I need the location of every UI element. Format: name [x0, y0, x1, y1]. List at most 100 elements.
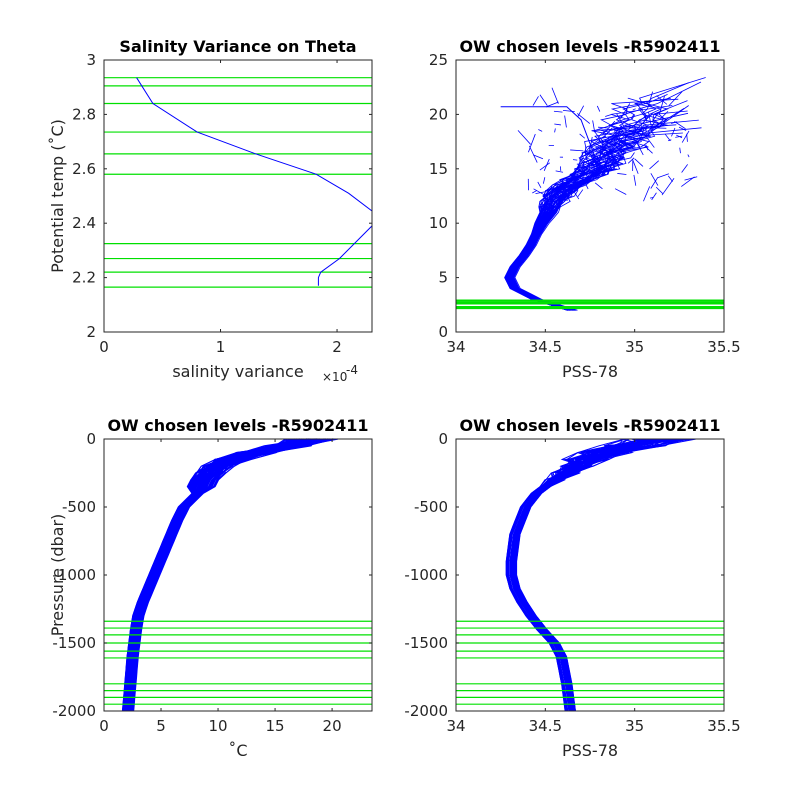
- profile-line: [511, 95, 666, 311]
- profile-segment: [564, 115, 567, 128]
- profile-line: [513, 438, 647, 712]
- profile-segment: [591, 153, 597, 168]
- profile-segment: [678, 126, 687, 131]
- y-tick-label: -500: [414, 498, 448, 516]
- y-tick-label: -500: [62, 498, 96, 516]
- y-tick-label: -1500: [404, 634, 448, 652]
- y-tick-label: -2000: [404, 702, 448, 720]
- chart-title: OW chosen levels -R5902411: [459, 37, 720, 56]
- chart-title: Salinity Variance on Theta: [119, 37, 356, 56]
- profile-segment: [595, 152, 598, 156]
- x-tick-label: 35: [625, 338, 644, 356]
- profile-segment: [655, 186, 664, 195]
- profile-segment: [532, 96, 539, 106]
- x-tick-label: 2: [332, 338, 342, 356]
- profile-segment: [671, 127, 676, 137]
- plot-background: [104, 60, 372, 332]
- profile-segment: [620, 103, 631, 120]
- profile-segment: [681, 176, 695, 187]
- profile-line: [127, 438, 319, 712]
- profile-segment: [598, 126, 610, 129]
- x-tick-label: 34: [446, 338, 465, 356]
- profile-segment: [674, 121, 686, 130]
- profile-segment: [687, 154, 690, 158]
- profile-segment: [533, 154, 544, 160]
- plot-background: [456, 439, 724, 711]
- profile-segment: [596, 174, 606, 179]
- profile-segment: [617, 173, 627, 175]
- y-tick-label: 0: [86, 430, 96, 448]
- profile-segment: [535, 191, 546, 195]
- profile-segment: [686, 133, 688, 142]
- profile-segment: [551, 87, 559, 104]
- profile-line: [508, 168, 606, 311]
- plot-background: [456, 60, 724, 332]
- profile-segment: [634, 140, 641, 148]
- chart-theta-salinity: 34 34.5 35 35.5 0 5 10 15 20 25 OW chosen levels -…: [429, 37, 741, 381]
- chart-title: OW chosen levels -R5902411: [459, 416, 720, 435]
- y-tick-label: 0: [438, 323, 448, 341]
- profile-segment: [651, 192, 657, 201]
- y-tick-label: 5: [438, 269, 448, 287]
- profile-segment: [570, 149, 584, 152]
- y-tick-label: -1500: [52, 634, 96, 652]
- profile-segment: [609, 125, 623, 139]
- y-tick-label: -1000: [404, 566, 448, 584]
- profile-segment: [596, 105, 601, 112]
- profile-segment: [553, 110, 563, 113]
- profile-line: [128, 438, 318, 712]
- profile-line: [132, 438, 339, 712]
- x-tick-label: 5: [156, 717, 166, 735]
- x-axis-label: PSS-78: [562, 362, 618, 381]
- chart-temperature-pressure: 0 5 10 15 20 -2000 -1500 -1000 -500 0 OW chosen le…: [48, 416, 373, 760]
- profile-line: [509, 141, 636, 311]
- profile-segment: [539, 94, 548, 106]
- profile-segment: [596, 172, 601, 176]
- y-tick-label: 10: [429, 214, 448, 232]
- profile-segment: [679, 147, 681, 154]
- profile-segment: [624, 139, 627, 147]
- profile-segment: [562, 109, 575, 113]
- profile-segment: [606, 136, 610, 143]
- profile-line: [124, 438, 295, 712]
- profile-segment: [684, 176, 698, 181]
- profile-segment: [651, 112, 659, 123]
- profile-segment: [664, 133, 671, 142]
- profile-segment: [542, 177, 546, 184]
- x-exponent-base: ×10: [322, 370, 347, 384]
- profile-segment: [681, 164, 688, 173]
- profile-line: [123, 438, 288, 712]
- profile-segment: [671, 121, 678, 124]
- plot-background: [104, 439, 372, 711]
- profile-line: [127, 438, 317, 712]
- x-tick-label: 1: [216, 338, 226, 356]
- profile-segment: [579, 172, 589, 190]
- profile-segment: [631, 139, 640, 149]
- y-tick-label: 2.8: [72, 105, 96, 123]
- profile-segment: [590, 155, 603, 174]
- profile-segment: [632, 108, 636, 111]
- profile-segment: [659, 110, 669, 120]
- profile-segment: [657, 173, 669, 179]
- profile-line: [511, 438, 642, 712]
- variance-line: [136, 77, 373, 286]
- profile-segment: [538, 129, 543, 132]
- x-tick-label: 15: [266, 717, 285, 735]
- y-tick-label: 20: [429, 105, 448, 123]
- profile-segment: [648, 111, 653, 129]
- profile-segment: [555, 170, 564, 173]
- profile-segment: [576, 163, 589, 170]
- profile-segment: [554, 123, 561, 126]
- profile-line: [509, 438, 657, 712]
- y-axis-label: Pressure (dbar): [48, 514, 67, 637]
- profile-line: [505, 438, 687, 712]
- profile-line: [507, 438, 626, 712]
- profile-segment: [614, 188, 627, 195]
- x-tick-label: 35.5: [707, 717, 740, 735]
- profile-segment: [641, 130, 655, 148]
- y-tick-label: 2.2: [72, 269, 96, 287]
- profile-segment: [631, 158, 639, 174]
- profile-segment: [640, 126, 645, 139]
- profile-segment: [577, 189, 584, 197]
- x-tick-label: 35.5: [707, 338, 740, 356]
